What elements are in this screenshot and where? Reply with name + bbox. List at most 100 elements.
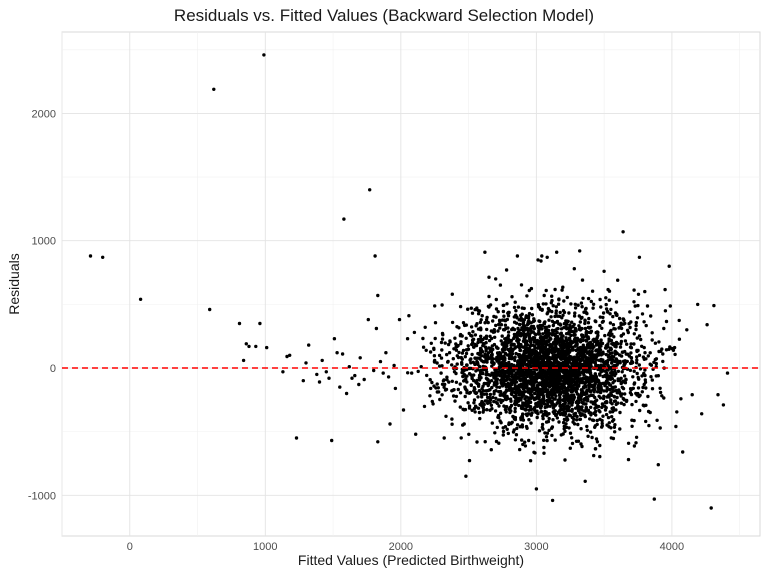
data-point xyxy=(373,254,377,258)
data-point xyxy=(570,436,574,440)
data-point xyxy=(497,404,501,408)
x-tick-label: 1000 xyxy=(253,541,277,553)
data-point xyxy=(696,302,700,307)
data-point xyxy=(550,298,554,303)
data-point xyxy=(613,423,617,427)
data-point xyxy=(443,341,447,345)
data-point xyxy=(571,358,575,362)
data-point xyxy=(445,375,449,379)
data-point xyxy=(525,374,529,379)
data-point xyxy=(602,269,606,273)
data-point xyxy=(516,387,520,392)
data-point xyxy=(578,380,583,384)
data-point xyxy=(521,339,526,343)
data-point xyxy=(690,393,694,397)
data-point xyxy=(576,347,580,352)
data-point xyxy=(484,341,488,345)
data-point xyxy=(598,344,602,349)
data-point xyxy=(556,360,560,365)
data-point xyxy=(638,367,643,371)
data-point xyxy=(542,390,546,394)
data-point xyxy=(613,430,617,434)
data-point xyxy=(618,410,622,415)
data-point xyxy=(572,314,577,318)
data-point xyxy=(628,361,633,366)
data-point xyxy=(520,438,524,442)
data-point xyxy=(589,299,593,304)
data-point xyxy=(590,349,594,354)
data-point xyxy=(490,421,494,425)
data-point xyxy=(573,306,578,310)
data-point xyxy=(522,402,526,406)
data-point xyxy=(549,315,553,319)
data-point xyxy=(597,408,601,413)
data-point xyxy=(600,326,604,330)
data-point xyxy=(658,390,663,395)
data-point xyxy=(650,331,654,335)
data-point xyxy=(631,375,635,379)
data-point xyxy=(565,418,569,422)
data-point xyxy=(636,386,641,390)
data-point xyxy=(530,325,534,329)
data-point xyxy=(636,348,640,353)
data-point xyxy=(467,458,472,463)
data-point xyxy=(460,351,465,355)
data-point xyxy=(503,319,508,323)
data-point xyxy=(513,346,517,350)
data-point xyxy=(472,401,476,405)
data-point xyxy=(495,425,499,430)
data-point xyxy=(454,348,459,352)
data-point xyxy=(561,398,566,403)
data-point xyxy=(567,311,571,315)
x-tick-label: 2000 xyxy=(389,541,413,553)
data-point xyxy=(514,313,518,317)
data-point xyxy=(542,293,546,298)
data-point xyxy=(506,334,511,338)
data-point xyxy=(616,401,620,405)
data-point xyxy=(492,361,496,366)
data-point xyxy=(649,375,653,379)
data-point xyxy=(583,383,587,388)
data-point xyxy=(637,377,641,381)
data-point xyxy=(591,306,595,310)
data-point xyxy=(453,336,457,340)
data-point xyxy=(590,289,595,293)
data-point xyxy=(604,307,609,311)
data-point xyxy=(540,380,544,385)
data-point xyxy=(595,390,600,394)
data-point xyxy=(515,423,520,427)
data-point xyxy=(650,378,654,382)
data-point xyxy=(575,418,579,422)
data-point xyxy=(483,355,487,359)
data-point xyxy=(460,360,464,365)
data-point xyxy=(366,317,370,322)
data-point xyxy=(473,356,477,360)
data-point xyxy=(553,334,558,338)
data-point xyxy=(571,369,575,374)
data-point xyxy=(520,382,525,386)
data-point xyxy=(648,351,652,355)
data-point xyxy=(488,356,492,360)
data-point xyxy=(583,318,587,322)
data-point xyxy=(544,325,548,329)
data-point xyxy=(461,348,466,353)
data-point xyxy=(525,379,530,383)
data-point xyxy=(563,429,567,433)
data-point xyxy=(497,385,502,389)
data-point xyxy=(502,328,507,332)
data-point xyxy=(539,373,544,377)
data-point xyxy=(481,405,485,409)
data-point xyxy=(604,374,608,379)
data-point xyxy=(634,399,638,404)
data-point xyxy=(516,341,520,345)
data-point xyxy=(580,370,584,374)
data-point xyxy=(606,363,610,368)
data-point xyxy=(450,292,454,296)
data-point xyxy=(579,301,584,305)
data-point xyxy=(532,450,536,454)
data-point xyxy=(495,370,499,374)
data-point xyxy=(527,311,532,316)
data-point xyxy=(307,343,311,347)
data-point xyxy=(536,391,541,395)
data-point xyxy=(475,378,479,383)
